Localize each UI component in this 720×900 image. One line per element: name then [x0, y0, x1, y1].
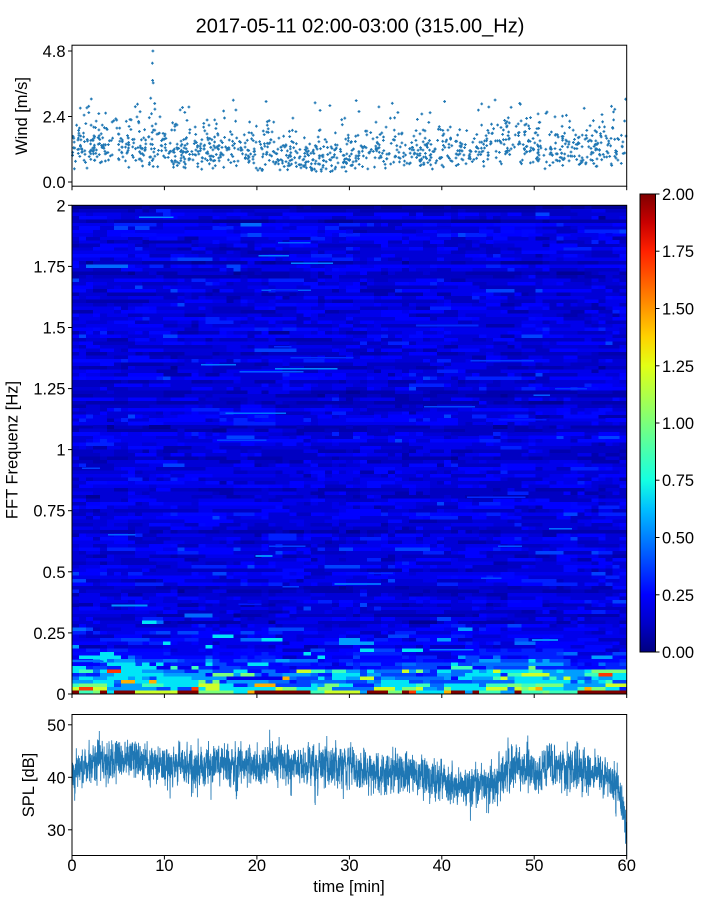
svg-text:60: 60 — [618, 857, 636, 875]
svg-text:50: 50 — [525, 857, 543, 875]
svg-text:1.00: 1.00 — [662, 415, 694, 433]
svg-text:0.50: 0.50 — [662, 530, 694, 548]
svg-text:2017-05-11 02:00-03:00 (315.00: 2017-05-11 02:00-03:00 (315.00_Hz) — [196, 16, 525, 38]
svg-text:1.5: 1.5 — [43, 320, 66, 338]
svg-text:SPL [dB]: SPL [dB] — [20, 753, 38, 818]
svg-text:1.75: 1.75 — [33, 258, 65, 276]
svg-text:0.75: 0.75 — [662, 472, 694, 490]
svg-text:30: 30 — [340, 857, 358, 875]
svg-text:40: 40 — [47, 769, 65, 787]
svg-text:4.8: 4.8 — [43, 43, 66, 61]
svg-text:0.0: 0.0 — [43, 174, 66, 192]
svg-text:10: 10 — [155, 857, 173, 875]
svg-text:50: 50 — [47, 717, 65, 735]
svg-text:0.75: 0.75 — [33, 503, 65, 521]
svg-text:0.5: 0.5 — [43, 564, 66, 582]
svg-text:FFT Frequenz [Hz]: FFT Frequenz [Hz] — [4, 381, 22, 519]
svg-text:1.50: 1.50 — [662, 301, 694, 319]
svg-text:30: 30 — [47, 822, 65, 840]
svg-text:2: 2 — [56, 197, 65, 215]
svg-text:time [min]: time [min] — [313, 878, 385, 896]
svg-text:1.25: 1.25 — [33, 381, 65, 399]
svg-text:2.00: 2.00 — [662, 186, 694, 204]
svg-text:1.25: 1.25 — [662, 358, 694, 376]
svg-text:0: 0 — [67, 857, 76, 875]
svg-text:20: 20 — [248, 857, 266, 875]
svg-text:Wind [m/s]: Wind [m/s] — [13, 77, 31, 155]
svg-text:40: 40 — [433, 857, 451, 875]
svg-text:1: 1 — [56, 442, 65, 460]
svg-text:0.25: 0.25 — [662, 587, 694, 605]
svg-text:0.25: 0.25 — [33, 625, 65, 643]
svg-text:2.4: 2.4 — [43, 109, 66, 127]
svg-text:1.75: 1.75 — [662, 243, 694, 261]
svg-text:0.00: 0.00 — [662, 644, 694, 662]
svg-text:0: 0 — [56, 686, 65, 704]
